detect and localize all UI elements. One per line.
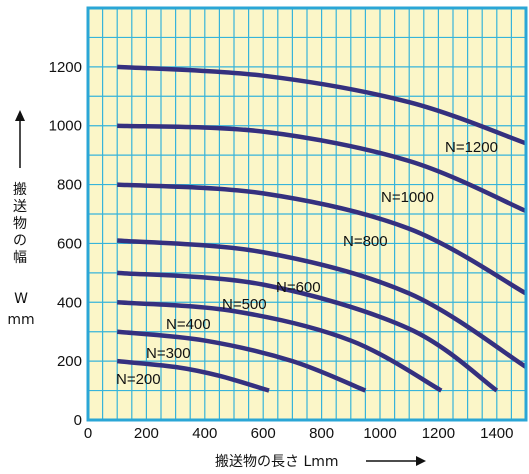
curves (116, 64, 528, 393)
y-tick-label: 1200 (49, 59, 82, 76)
x-tick-label: 0 (84, 425, 92, 442)
x-axis-label: 搬送物の長さ Lmm (215, 454, 339, 470)
y-tick-label: 1000 (49, 118, 82, 135)
series-line (117, 182, 528, 296)
x-tick-label: 1000 (363, 425, 396, 442)
series-label: N=800 (343, 233, 388, 250)
series-label: N=1200 (445, 139, 498, 156)
series-line (117, 300, 443, 393)
series-line (117, 123, 527, 214)
series-label: N=500 (222, 296, 267, 313)
curve-labels: N=200 N=300 N=400 N=500 N=600 N=800 N=1000 N=12… (116, 139, 498, 388)
x-axis-arrow (366, 456, 426, 466)
y-axis-arrow (15, 110, 25, 168)
y-tick-label: 400 (57, 294, 82, 311)
x-tick-label: 200 (134, 425, 159, 442)
series-label: N=600 (276, 279, 321, 296)
x-tick-label: 1400 (480, 425, 513, 442)
series-line (116, 358, 270, 393)
y-tick-label: 0 (74, 412, 82, 429)
x-tick-label: 800 (309, 425, 334, 442)
y-label-char-4: の (13, 233, 27, 249)
series-line (116, 329, 367, 393)
y-label-char-2: 送 (13, 199, 27, 215)
y-tick-label: 200 (57, 353, 82, 370)
y-tick-label: 800 (57, 177, 82, 194)
series-line (117, 238, 528, 369)
y-tick-labels: 0 200 400 600 800 1000 1200 (49, 59, 82, 429)
plot-frame (86, 6, 528, 422)
x-tick-label: 1200 (422, 425, 455, 442)
y-label-unit: mm (7, 312, 34, 328)
x-tick-label: 400 (192, 425, 217, 442)
y-label-char-1: 搬 (13, 182, 27, 198)
series-label: N=300 (146, 345, 191, 362)
y-label-char-3: 物 (13, 216, 27, 232)
x-tick-labels: 0 200 400 600 800 1000 1200 1400 (84, 425, 514, 442)
series-label: N=1000 (381, 189, 434, 206)
series-line (117, 64, 527, 146)
y-tick-label: 600 (57, 235, 82, 252)
series-label: N=200 (116, 371, 161, 388)
series-line (117, 270, 499, 393)
y-label-symbol: W (14, 291, 28, 307)
y-label-char-5: 幅 (13, 250, 27, 266)
x-tick-label: 600 (251, 425, 276, 442)
series-label: N=400 (166, 316, 211, 333)
